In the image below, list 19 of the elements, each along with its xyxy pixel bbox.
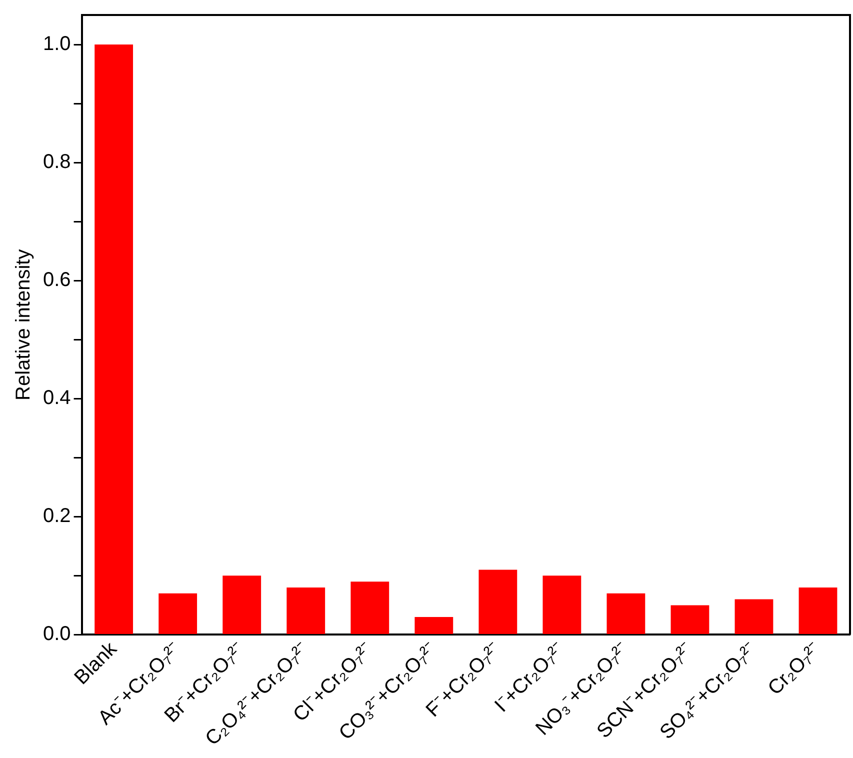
bar [734, 599, 774, 634]
bar [286, 587, 326, 634]
bar [94, 44, 134, 634]
bar [542, 576, 582, 634]
y-tick-label: 0.8 [42, 151, 71, 174]
bar [414, 616, 454, 634]
y-tick-label: 0.0 [42, 623, 71, 646]
bar [158, 593, 198, 634]
y-tick-label: 1.0 [42, 33, 71, 56]
y-tick-label: 0.4 [42, 387, 71, 410]
bar [798, 587, 838, 634]
bar [350, 582, 390, 634]
y-tick-label: 0.6 [42, 269, 71, 292]
bar [222, 576, 262, 634]
bar [670, 605, 710, 634]
bar [478, 570, 518, 634]
bar [606, 593, 646, 634]
y-axis-title: Relative intensity [12, 249, 35, 400]
y-tick-label: 0.2 [42, 505, 71, 528]
